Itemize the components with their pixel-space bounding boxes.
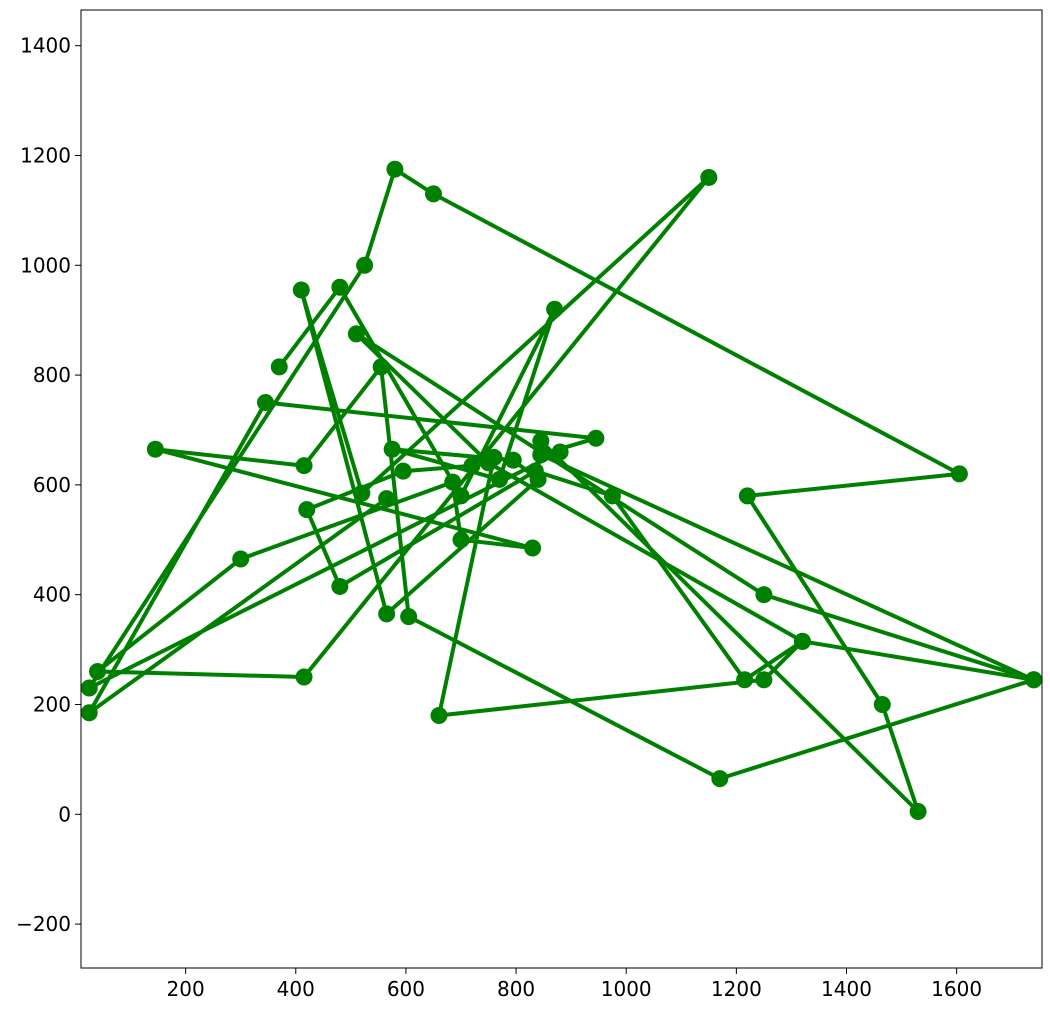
series-layer	[80, 160, 1043, 821]
series-line	[87, 167, 1036, 814]
data-point	[603, 487, 621, 505]
data-point	[1025, 671, 1043, 689]
data-point	[378, 490, 396, 508]
y-tick-label: 200	[33, 692, 71, 716]
data-point	[298, 501, 316, 519]
x-tick-label: 1000	[601, 977, 652, 1001]
plot-background	[81, 10, 1042, 968]
data-point	[485, 448, 503, 466]
data-point	[452, 531, 470, 549]
data-point	[372, 358, 390, 376]
data-point	[386, 160, 404, 178]
data-point	[270, 358, 288, 376]
y-tick-label: 400	[33, 583, 71, 607]
data-point	[793, 632, 811, 650]
data-point	[532, 432, 550, 450]
data-point	[292, 281, 310, 299]
y-axis: −200 0 200 400 600 800 1000 1200 1400	[16, 34, 81, 936]
x-tick-label: 200	[167, 977, 205, 1001]
data-point	[755, 586, 773, 604]
data-point	[295, 457, 313, 475]
data-point	[356, 256, 374, 274]
data-point	[232, 550, 250, 568]
data-point	[551, 443, 569, 461]
x-tick-label: 1400	[821, 977, 872, 1001]
x-tick-label: 800	[497, 977, 535, 1001]
data-point	[394, 462, 412, 480]
data-point	[755, 671, 773, 689]
x-tick-label: 400	[277, 977, 315, 1001]
data-point	[491, 470, 509, 488]
data-point	[347, 325, 365, 343]
data-point	[331, 577, 349, 595]
data-point	[529, 470, 547, 488]
data-point	[146, 440, 164, 458]
data-point	[80, 704, 98, 722]
x-tick-label: 1200	[711, 977, 762, 1001]
x-tick-label: 1600	[931, 977, 982, 1001]
y-tick-label: −200	[16, 912, 71, 936]
data-point	[700, 168, 718, 186]
data-point	[378, 605, 396, 623]
data-point	[524, 539, 542, 557]
data-point	[331, 278, 349, 296]
data-point	[353, 484, 371, 502]
data-point	[452, 487, 470, 505]
y-tick-label: 1000	[20, 253, 71, 277]
x-tick-label: 600	[387, 977, 425, 1001]
data-point	[383, 440, 401, 458]
data-point	[256, 394, 274, 412]
data-point	[711, 770, 729, 788]
data-point	[950, 465, 968, 483]
data-point	[295, 668, 313, 686]
y-tick-label: 0	[58, 802, 71, 826]
data-point	[532, 446, 550, 464]
x-axis: 200 400 600 800 1000 1200 1400 1600	[167, 968, 982, 1001]
data-point	[400, 608, 418, 626]
data-point	[504, 451, 522, 469]
plot-frame	[80, 9, 1043, 969]
data-point	[738, 487, 756, 505]
y-tick-label: 1400	[20, 34, 71, 58]
data-point	[546, 300, 564, 318]
data-point	[587, 429, 605, 447]
data-point	[873, 695, 891, 713]
y-tick-label: 1200	[20, 143, 71, 167]
y-tick-label: 800	[33, 363, 71, 387]
data-point	[430, 706, 448, 724]
y-tick-label: 600	[33, 473, 71, 497]
data-point	[736, 671, 754, 689]
data-point	[424, 185, 442, 203]
data-point	[444, 473, 462, 491]
data-point	[80, 679, 98, 697]
data-point	[89, 663, 107, 681]
data-point	[463, 457, 481, 475]
data-point	[909, 803, 927, 821]
